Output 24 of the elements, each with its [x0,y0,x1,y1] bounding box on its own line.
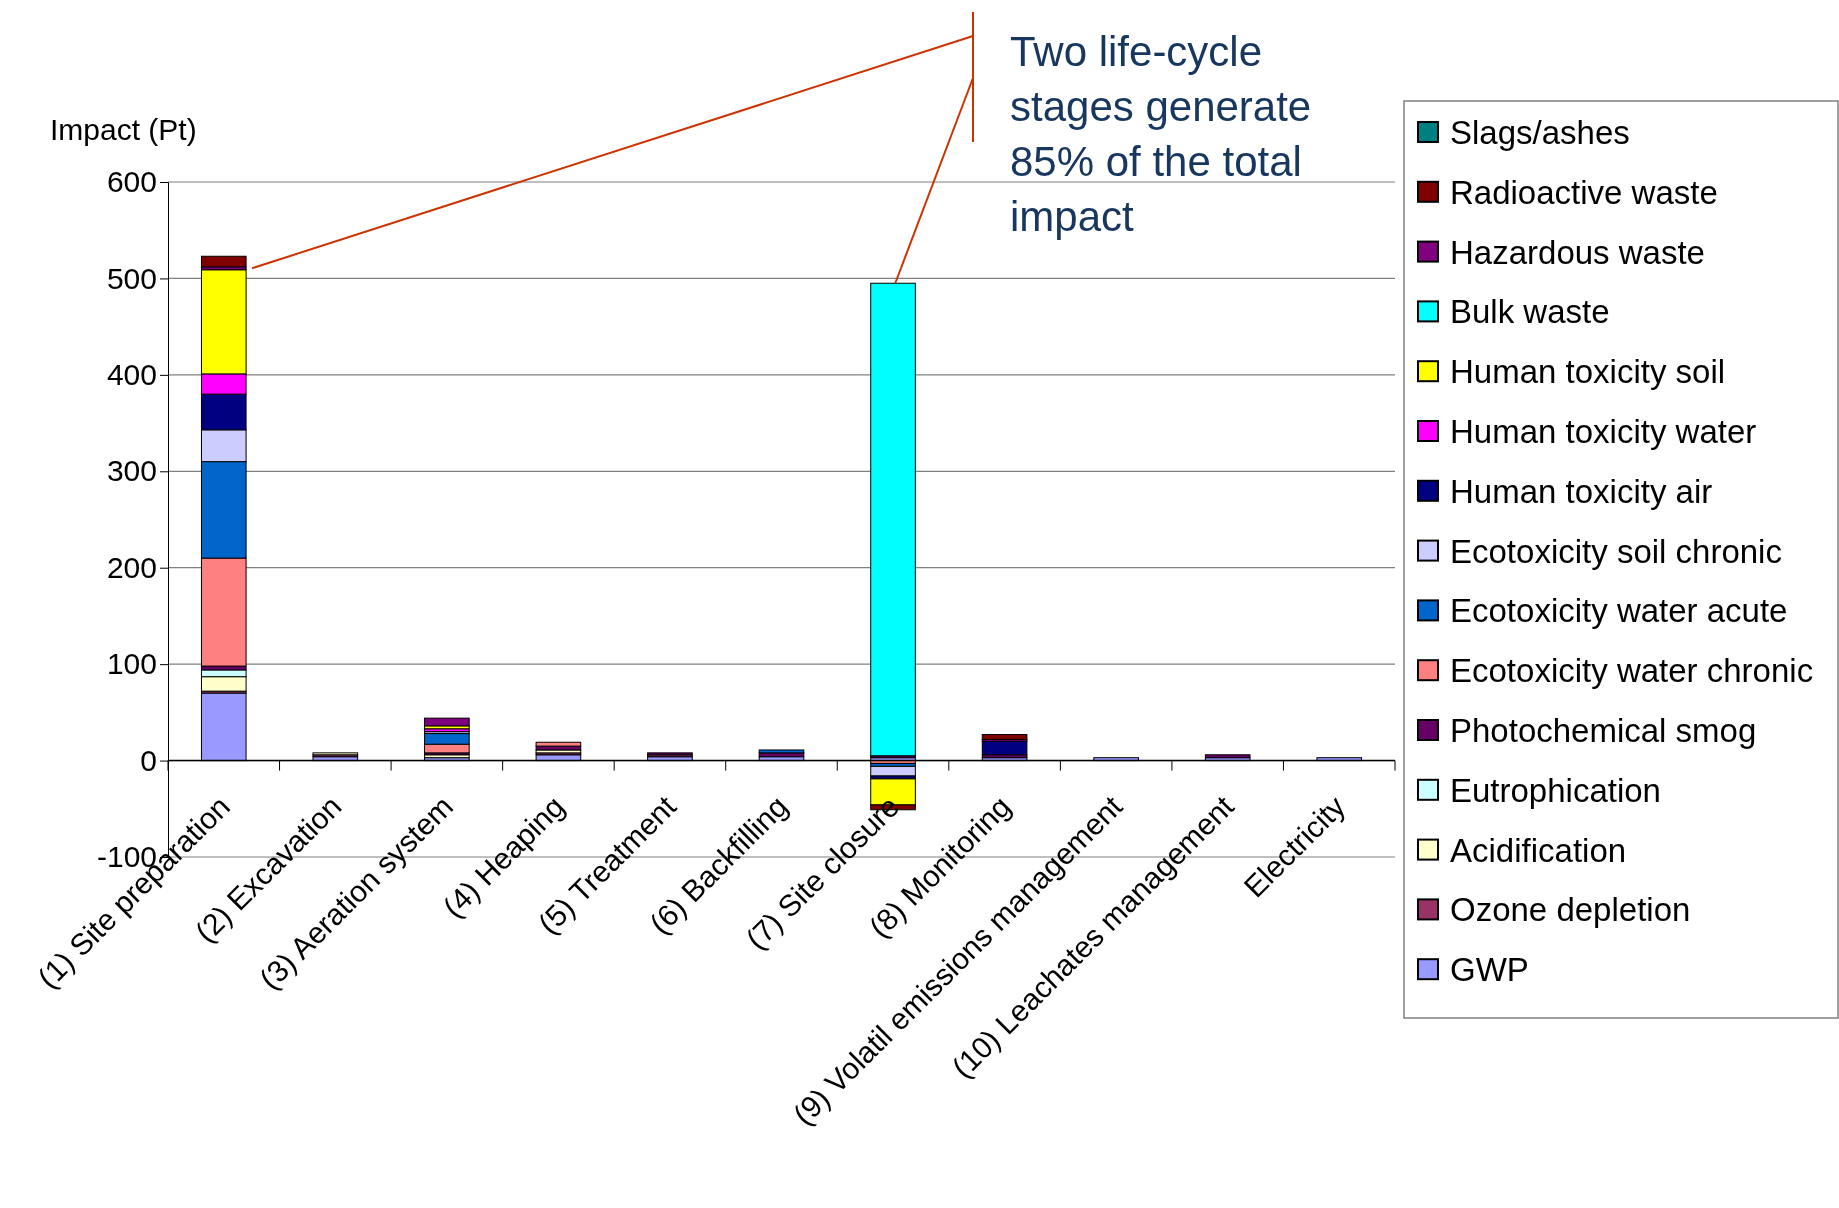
y-axis-title: Impact (Pt) [50,113,197,146]
legend-label: Human toxicity water [1450,413,1757,450]
legend-label: Eutrophication [1450,771,1661,809]
y-tick-label: 300 [106,454,157,488]
legend-label: Photochemical smog [1450,712,1757,749]
y-tick-label: 500 [106,261,157,295]
legend-label: Ecotoxicity soil chronic [1450,532,1782,570]
legend-label: Human toxicity air [1450,472,1713,510]
legend-label: Acidification [1450,831,1627,869]
legend-label: Ecotoxicity water chronic [1450,652,1814,690]
legend-label: Hazardous waste [1450,233,1705,271]
legend-label: Ozone depletion [1450,891,1691,929]
legend-label: Human toxicity soil [1450,353,1726,391]
legend-label: GWP [1450,951,1529,989]
y-tick-label: 600 [106,165,157,199]
legend-label: Slags/ashes [1450,114,1630,151]
annotation: Two life-cycle stages generate 85% of the total impact [1010,28,1312,240]
legend-label: Ecotoxicity water acute [1450,592,1788,630]
legend-label: Radioactive waste [1450,173,1718,211]
y-tick-label: 400 [106,357,157,391]
y-tick-label: 200 [106,550,157,584]
y-tick-label: 100 [106,647,157,681]
y-tick-label: 0 [140,743,157,777]
legend-label: Bulk waste [1450,293,1610,331]
